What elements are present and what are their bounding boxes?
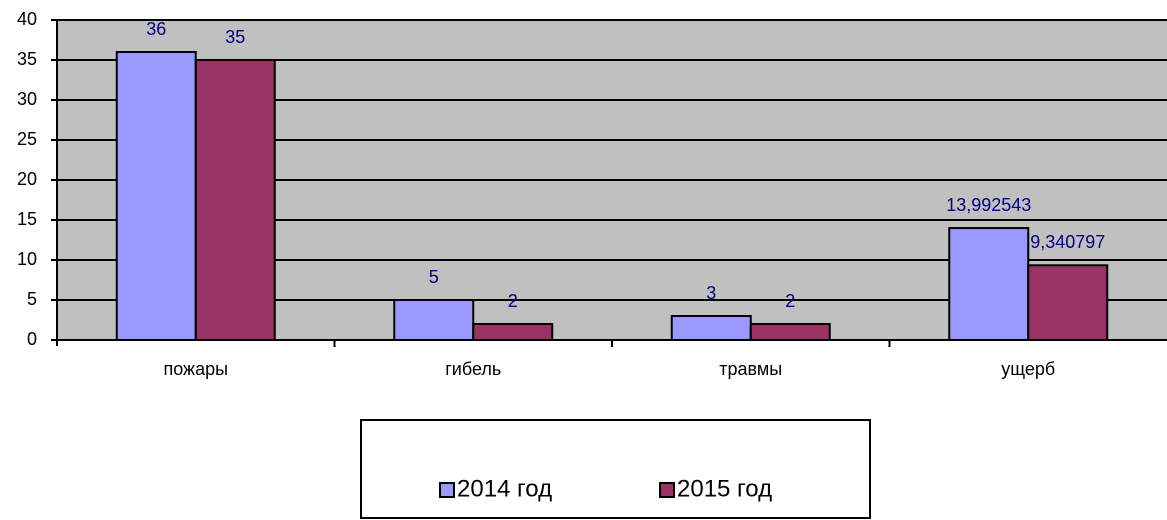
y-tick-label: 15	[17, 209, 37, 229]
bar	[393, 299, 475, 341]
x-tick-label: травмы	[719, 359, 782, 379]
bar	[472, 323, 554, 341]
bar	[749, 323, 831, 341]
x-tick-label: ущерб	[1001, 359, 1055, 379]
y-tick-label: 5	[27, 289, 37, 309]
legend-label: 2015 год	[677, 475, 772, 502]
legend-swatch	[439, 482, 455, 498]
bar	[948, 227, 1030, 342]
bar	[670, 315, 752, 341]
y-tick-label: 0	[27, 329, 37, 349]
bar	[1027, 264, 1109, 341]
x-tick-label: пожары	[163, 359, 228, 379]
y-tick-label: 40	[17, 9, 37, 29]
data-label: 36	[146, 19, 166, 39]
data-label: 2	[785, 291, 795, 311]
y-tick-label: 30	[17, 89, 37, 109]
legend-swatch	[659, 482, 675, 498]
data-label: 3	[706, 283, 716, 303]
x-tick-label: гибель	[445, 359, 501, 379]
bar	[194, 59, 276, 341]
y-tick-label: 20	[17, 169, 37, 189]
legend-box	[360, 419, 871, 519]
y-tick-label: 35	[17, 49, 37, 69]
data-label: 35	[225, 27, 245, 47]
y-tick-label: 25	[17, 129, 37, 149]
data-label: 13,992543	[946, 195, 1031, 215]
bar	[115, 51, 197, 341]
legend-label: 2014 год	[457, 475, 552, 502]
data-label: 5	[429, 267, 439, 287]
data-label: 2	[508, 291, 518, 311]
y-tick-label: 10	[17, 249, 37, 269]
data-label: 9,340797	[1030, 232, 1105, 252]
